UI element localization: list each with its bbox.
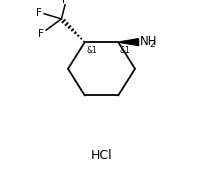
Polygon shape (118, 39, 138, 46)
Text: 2: 2 (149, 40, 154, 49)
Text: &1: &1 (86, 46, 97, 55)
Text: F: F (35, 8, 41, 18)
Text: NH: NH (139, 35, 157, 48)
Text: F: F (62, 0, 68, 5)
Text: &1: &1 (119, 46, 129, 55)
Text: HCl: HCl (90, 149, 112, 162)
Text: F: F (38, 29, 44, 39)
